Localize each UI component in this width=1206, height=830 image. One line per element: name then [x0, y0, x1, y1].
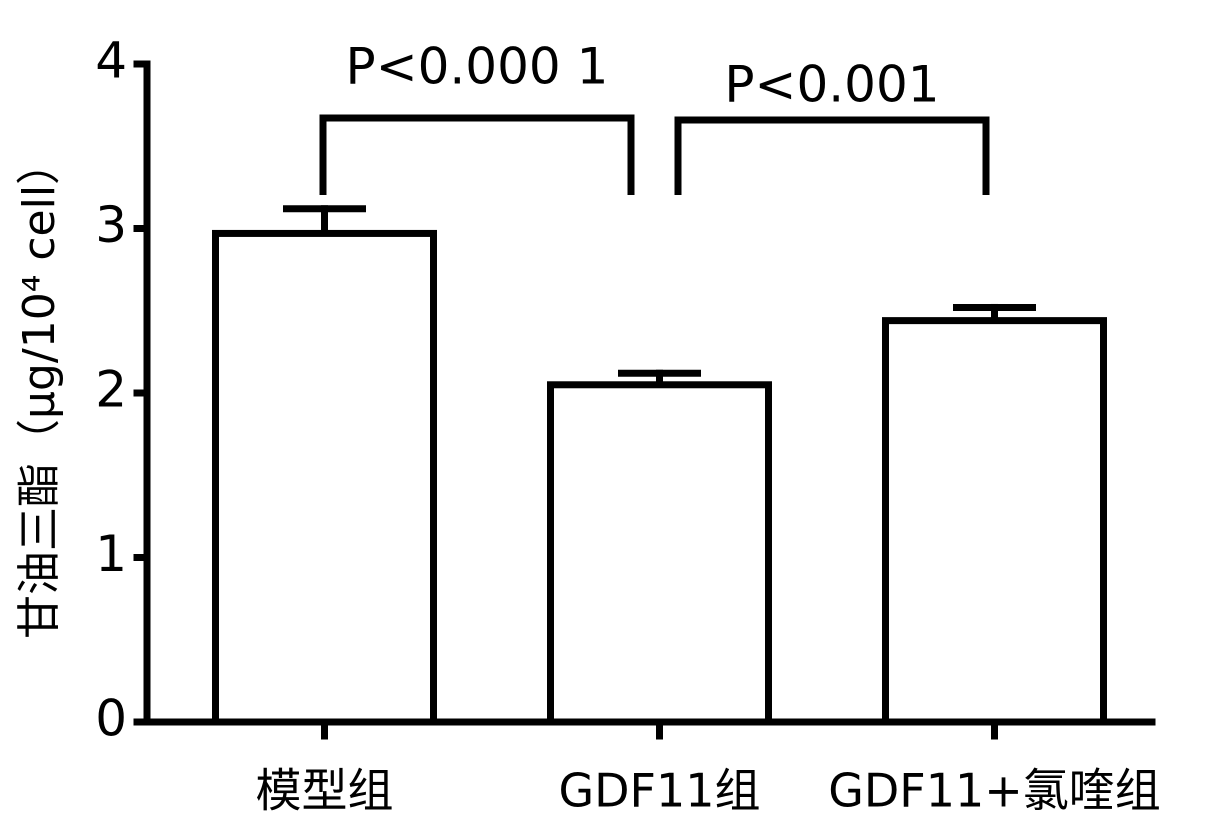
y-axis-label: 甘油三酯（μg/10⁴ cell）	[14, 141, 65, 639]
y-tick-label: 4	[95, 32, 127, 90]
significance-label: P<0.000 1	[346, 38, 609, 96]
bar	[212, 229, 437, 726]
significance-bracket	[319, 114, 635, 195]
x-tick-label: 模型组	[256, 764, 394, 818]
significance-label: P<0.001	[724, 56, 939, 114]
y-tick-label: 3	[95, 196, 127, 254]
y-tick-label: 2	[95, 361, 127, 419]
x-tick-label: GDF11+氯喹组	[828, 764, 1161, 818]
x-tick-label: GDF11组	[558, 764, 760, 818]
significance-bracket	[674, 116, 990, 195]
bar	[882, 317, 1107, 726]
bar	[547, 381, 772, 726]
y-tick-label: 0	[95, 690, 127, 748]
y-tick-label: 1	[95, 525, 127, 583]
